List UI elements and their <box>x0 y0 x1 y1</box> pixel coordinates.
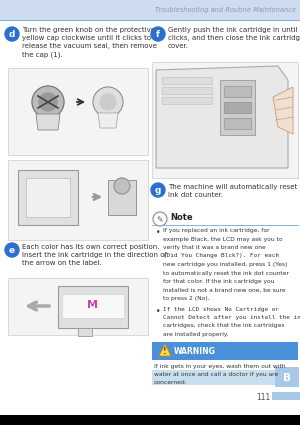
Text: ✎: ✎ <box>157 215 163 224</box>
Circle shape <box>151 183 165 197</box>
Bar <box>272 392 300 400</box>
Circle shape <box>5 27 19 41</box>
Text: •: • <box>156 306 160 315</box>
Text: Gently push the ink cartridge in until it
clicks, and then close the ink cartrid: Gently push the ink cartridge in until i… <box>168 27 300 49</box>
Polygon shape <box>36 114 60 130</box>
Text: for that color. If the ink cartridge you: for that color. If the ink cartridge you <box>163 279 274 284</box>
Circle shape <box>114 178 130 194</box>
Bar <box>8 160 148 240</box>
Bar <box>62 294 124 318</box>
Text: If ink gets in your eyes, wash them out with: If ink gets in your eyes, wash them out … <box>154 364 286 369</box>
Text: If you replaced an ink cartridge, for: If you replaced an ink cartridge, for <box>163 228 270 233</box>
Text: example Black, the LCD may ask you to: example Black, the LCD may ask you to <box>163 236 283 241</box>
Text: M: M <box>88 300 98 310</box>
FancyBboxPatch shape <box>275 367 299 387</box>
Text: g: g <box>155 185 161 195</box>
Text: concerned.: concerned. <box>154 380 188 385</box>
Bar <box>224 86 251 97</box>
Bar <box>224 118 251 129</box>
Text: 111: 111 <box>256 393 270 402</box>
Text: Troubleshooting and Routine Maintenance: Troubleshooting and Routine Maintenance <box>155 7 296 14</box>
Text: d: d <box>9 29 15 39</box>
Text: Cannot Detect after you install the ink: Cannot Detect after you install the ink <box>163 315 300 320</box>
Text: B: B <box>283 373 291 383</box>
Text: to automatically reset the ink dot counter: to automatically reset the ink dot count… <box>163 270 289 275</box>
Circle shape <box>151 27 165 41</box>
Bar <box>162 77 212 84</box>
Circle shape <box>100 94 116 110</box>
Bar <box>220 80 255 135</box>
Bar <box>152 370 298 385</box>
Text: cartridges, check that the ink cartridges: cartridges, check that the ink cartridge… <box>163 323 284 329</box>
Text: are installed properly.: are installed properly. <box>163 332 228 337</box>
Text: verify that it was a brand new one: verify that it was a brand new one <box>163 245 266 250</box>
Text: Each color has its own correct position.
Insert the ink cartridge in the directi: Each color has its own correct position.… <box>22 244 167 266</box>
Text: to press 2 (No).: to press 2 (No). <box>163 296 210 301</box>
Polygon shape <box>159 344 171 356</box>
Text: f: f <box>156 29 160 39</box>
Bar <box>58 286 128 328</box>
Bar <box>152 62 298 178</box>
Text: If the LCD shows No Cartridge or: If the LCD shows No Cartridge or <box>163 306 279 312</box>
Text: •: • <box>156 228 160 237</box>
Circle shape <box>93 87 123 117</box>
Text: !: ! <box>163 348 167 357</box>
Text: water at once and call a doctor if you are: water at once and call a doctor if you a… <box>154 372 278 377</box>
Text: (Did You Change Blck?). For each: (Did You Change Blck?). For each <box>163 253 279 258</box>
Bar <box>152 342 298 360</box>
Bar <box>18 170 78 225</box>
Text: e: e <box>9 246 15 255</box>
Text: installed is not a brand new one, be sure: installed is not a brand new one, be sur… <box>163 287 286 292</box>
Bar <box>8 278 148 335</box>
Text: new cartridge you installed, press 1 (Yes): new cartridge you installed, press 1 (Ye… <box>163 262 287 267</box>
Polygon shape <box>156 66 288 168</box>
Bar <box>78 328 92 336</box>
Text: Turn the green knob on the protective
yellow cap clockwise until it clicks to
re: Turn the green knob on the protective ye… <box>22 27 157 57</box>
Bar <box>0 415 300 425</box>
Bar <box>162 97 212 104</box>
Circle shape <box>39 93 57 111</box>
Bar <box>224 102 251 113</box>
Text: Note: Note <box>170 213 193 222</box>
Text: The machine will automatically reset the
ink dot counter.: The machine will automatically reset the… <box>168 184 300 198</box>
Bar <box>108 180 136 215</box>
Circle shape <box>32 86 64 118</box>
Bar <box>8 68 148 155</box>
Polygon shape <box>98 113 118 128</box>
Circle shape <box>153 212 167 226</box>
Text: WARNING: WARNING <box>174 346 216 355</box>
Circle shape <box>5 243 19 257</box>
Bar <box>26 178 70 217</box>
Bar <box>0 0 300 20</box>
Bar <box>162 87 212 94</box>
Polygon shape <box>273 87 293 134</box>
